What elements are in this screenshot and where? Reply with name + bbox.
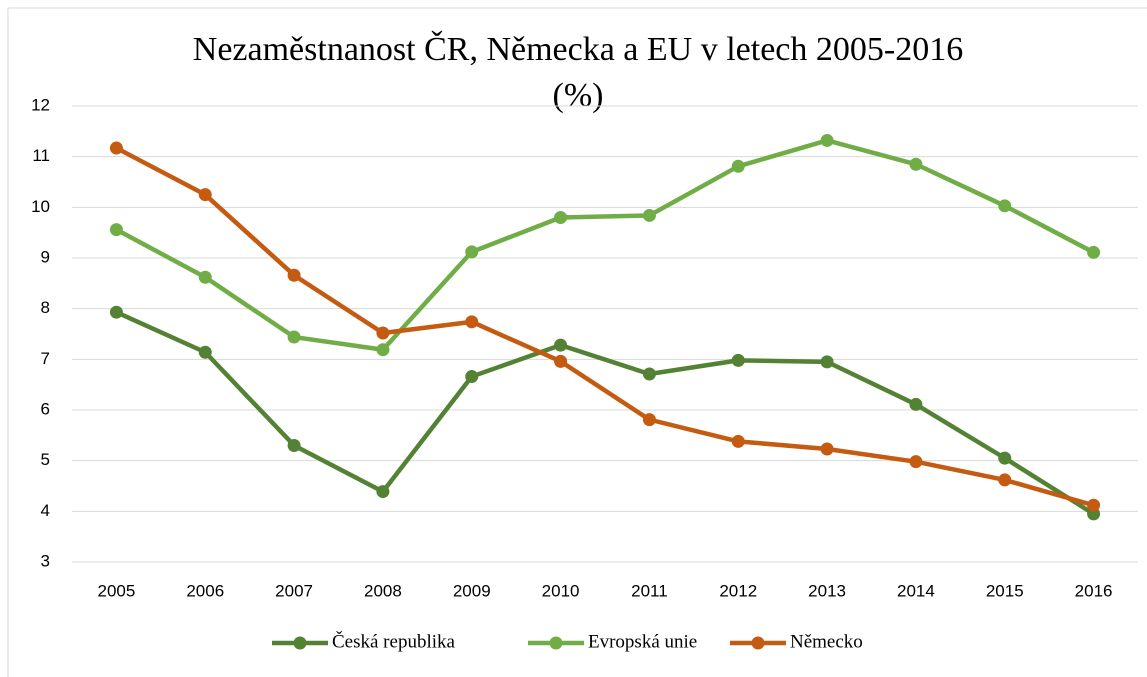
data-point — [642, 367, 656, 381]
data-point — [287, 330, 301, 344]
data-point — [554, 354, 568, 368]
y-tick-label: 4 — [41, 501, 50, 520]
series-line — [115, 138, 1095, 352]
data-point — [109, 305, 123, 319]
data-point — [198, 188, 212, 202]
legend-label: Evropská unie — [588, 631, 697, 652]
data-point — [287, 438, 301, 452]
x-tick-label: 2007 — [275, 581, 313, 600]
legend-marker — [549, 636, 563, 650]
y-tick-label: 5 — [41, 450, 50, 469]
legend-label: Česká republika — [332, 630, 456, 652]
data-point — [909, 455, 923, 469]
y-tick-label: 6 — [41, 399, 50, 418]
legend-label: Německo — [790, 631, 863, 652]
series-line — [115, 310, 1095, 516]
series-line — [115, 146, 1095, 508]
data-point — [376, 485, 390, 499]
data-point — [820, 355, 834, 369]
data-point — [376, 326, 390, 340]
data-point — [376, 343, 390, 357]
data-point — [109, 223, 123, 237]
x-tick-label: 2013 — [808, 581, 846, 600]
data-point — [1087, 498, 1101, 512]
x-tick-label: 2014 — [897, 581, 935, 600]
chart-subtitle: (%) — [553, 77, 604, 114]
data-point — [1087, 245, 1101, 259]
x-tick-label: 2015 — [986, 581, 1024, 600]
legend-marker — [751, 636, 765, 650]
data-point — [642, 208, 656, 222]
data-point — [731, 353, 745, 367]
chart-border — [7, 7, 1147, 677]
data-point — [998, 451, 1012, 465]
data-point — [998, 473, 1012, 487]
y-tick-label: 12 — [31, 95, 50, 114]
y-tick-label: 10 — [31, 197, 50, 216]
data-point — [642, 413, 656, 427]
x-tick-label: 2012 — [719, 581, 757, 600]
x-tick-label: 2006 — [186, 581, 224, 600]
y-tick-label: 9 — [41, 247, 50, 266]
chart-title: Nezaměstnanost ČR, Německa a EU v letech… — [193, 30, 963, 68]
data-point — [109, 141, 123, 155]
x-tick-label: 2008 — [364, 581, 402, 600]
data-point — [287, 268, 301, 282]
x-tick-label: 2011 — [631, 581, 668, 600]
data-point — [554, 210, 568, 224]
data-point — [465, 370, 479, 384]
data-point — [465, 315, 479, 329]
y-tick-label: 7 — [41, 349, 50, 368]
data-point — [198, 270, 212, 284]
x-tick-label: 2005 — [98, 581, 136, 600]
x-tick-label: 2016 — [1075, 581, 1113, 600]
data-point — [820, 442, 834, 456]
legend-marker — [293, 636, 307, 650]
y-tick-label: 3 — [41, 551, 50, 570]
data-point — [465, 245, 479, 259]
data-point — [998, 199, 1012, 213]
x-tick-label: 2010 — [542, 581, 580, 600]
data-point — [820, 133, 834, 147]
data-point — [909, 157, 923, 171]
data-point — [909, 397, 923, 411]
data-point — [198, 345, 212, 359]
y-tick-label: 11 — [32, 146, 50, 165]
data-point — [731, 159, 745, 173]
data-point — [554, 338, 568, 352]
data-point — [731, 434, 745, 448]
x-tick-label: 2009 — [453, 581, 491, 600]
y-tick-label: 8 — [41, 298, 50, 317]
